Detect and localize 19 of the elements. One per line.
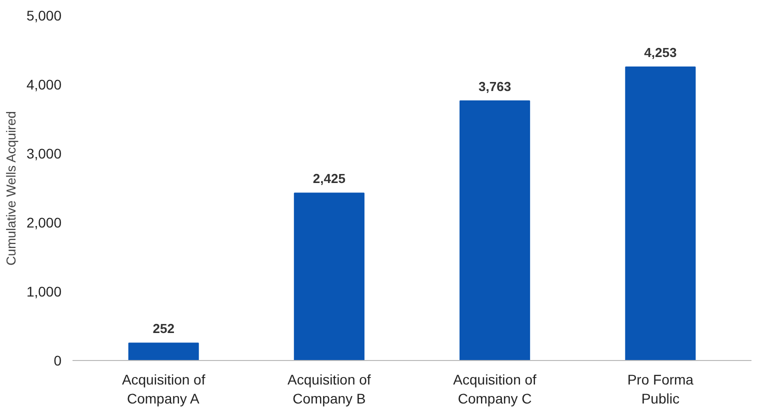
x-tick-label: Acquisition of Company C [453,372,537,407]
y-tick-label: 3,000 [26,146,62,162]
data-label: 4,253 [644,45,677,60]
data-label: 252 [152,321,174,336]
x-tick-label: Pro Forma Public [627,372,694,407]
data-label: 3,763 [478,78,512,94]
y-tick-label: 2,000 [26,214,62,230]
y-tick-label: 5,000 [26,8,62,24]
y-tick-label: 1,000 [26,284,62,300]
data-label: 2,425 [312,171,346,186]
y-axis-title: Cumulative Wells Acquired [3,111,18,266]
bar [625,66,696,360]
bar [294,192,364,360]
bar [128,342,199,360]
x-tick-label: Acquisition of Company B [288,372,371,407]
y-tick-label: 4,000 [26,76,62,92]
x-tick-label: Acquisition of Company A [122,372,206,407]
y-tick-label: 0 [54,352,62,368]
bar [460,100,530,360]
